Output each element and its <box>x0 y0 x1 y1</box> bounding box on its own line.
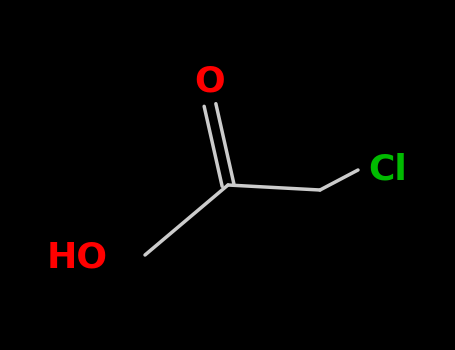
Text: Cl: Cl <box>368 153 407 187</box>
Text: O: O <box>195 65 225 99</box>
Text: HO: HO <box>47 241 108 275</box>
